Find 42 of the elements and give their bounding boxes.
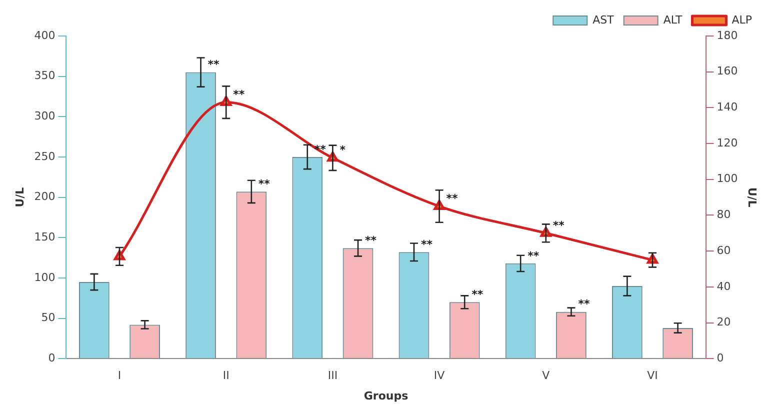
y2-tick-label: 120: [716, 136, 738, 150]
data-label: **: [208, 58, 220, 72]
data-label: **: [472, 288, 484, 302]
data-label: **: [420, 238, 433, 251]
data-label: **: [365, 234, 377, 247]
y-tick-label: 300: [34, 110, 56, 123]
x-tick-label: VI: [647, 369, 658, 382]
y-tick-label: 150: [34, 230, 56, 244]
y2-axis-title: U/L: [746, 187, 759, 208]
y2-tick-label: 20: [716, 316, 731, 329]
x-tick-label: II: [222, 369, 230, 382]
y-tick-label: 0: [48, 351, 56, 364]
legend-label: ALP: [732, 13, 752, 26]
x-tick-label: IV: [434, 369, 446, 382]
data-label: **: [446, 192, 458, 206]
data-label: **: [578, 298, 590, 311]
y2-tick-label: 100: [716, 172, 738, 186]
data-label: *: [340, 144, 346, 157]
x-axis-title: Groups: [364, 389, 409, 402]
y2-tick-label: 0: [716, 351, 724, 364]
y2-tick-label: 180: [716, 28, 738, 42]
y-tick-label: 250: [34, 150, 56, 163]
y-tick-label: 200: [34, 190, 56, 204]
legend-label: ALT: [663, 13, 682, 26]
y2-tick-label: 60: [716, 244, 731, 257]
data-label: **: [552, 219, 565, 232]
y2-tick-label: 40: [716, 280, 731, 293]
x-tick-label: III: [328, 369, 338, 382]
x-tick-label: V: [542, 369, 550, 382]
y2-tick-label: 140: [716, 100, 738, 114]
x-tick-label: I: [118, 369, 122, 382]
data-label: **: [233, 88, 245, 102]
legend-label: AST: [592, 13, 614, 26]
y-tick-label: 50: [41, 311, 56, 324]
data-label: **: [258, 178, 270, 191]
y2-tick-label: 80: [716, 208, 731, 222]
y-tick-label: 350: [34, 69, 56, 82]
y-tick-label: 400: [34, 28, 56, 42]
y-tick-label: 100: [34, 270, 56, 284]
data-label: **: [528, 249, 540, 262]
y2-tick-label: 160: [716, 64, 738, 78]
y-axis-title: U/L: [13, 187, 26, 208]
